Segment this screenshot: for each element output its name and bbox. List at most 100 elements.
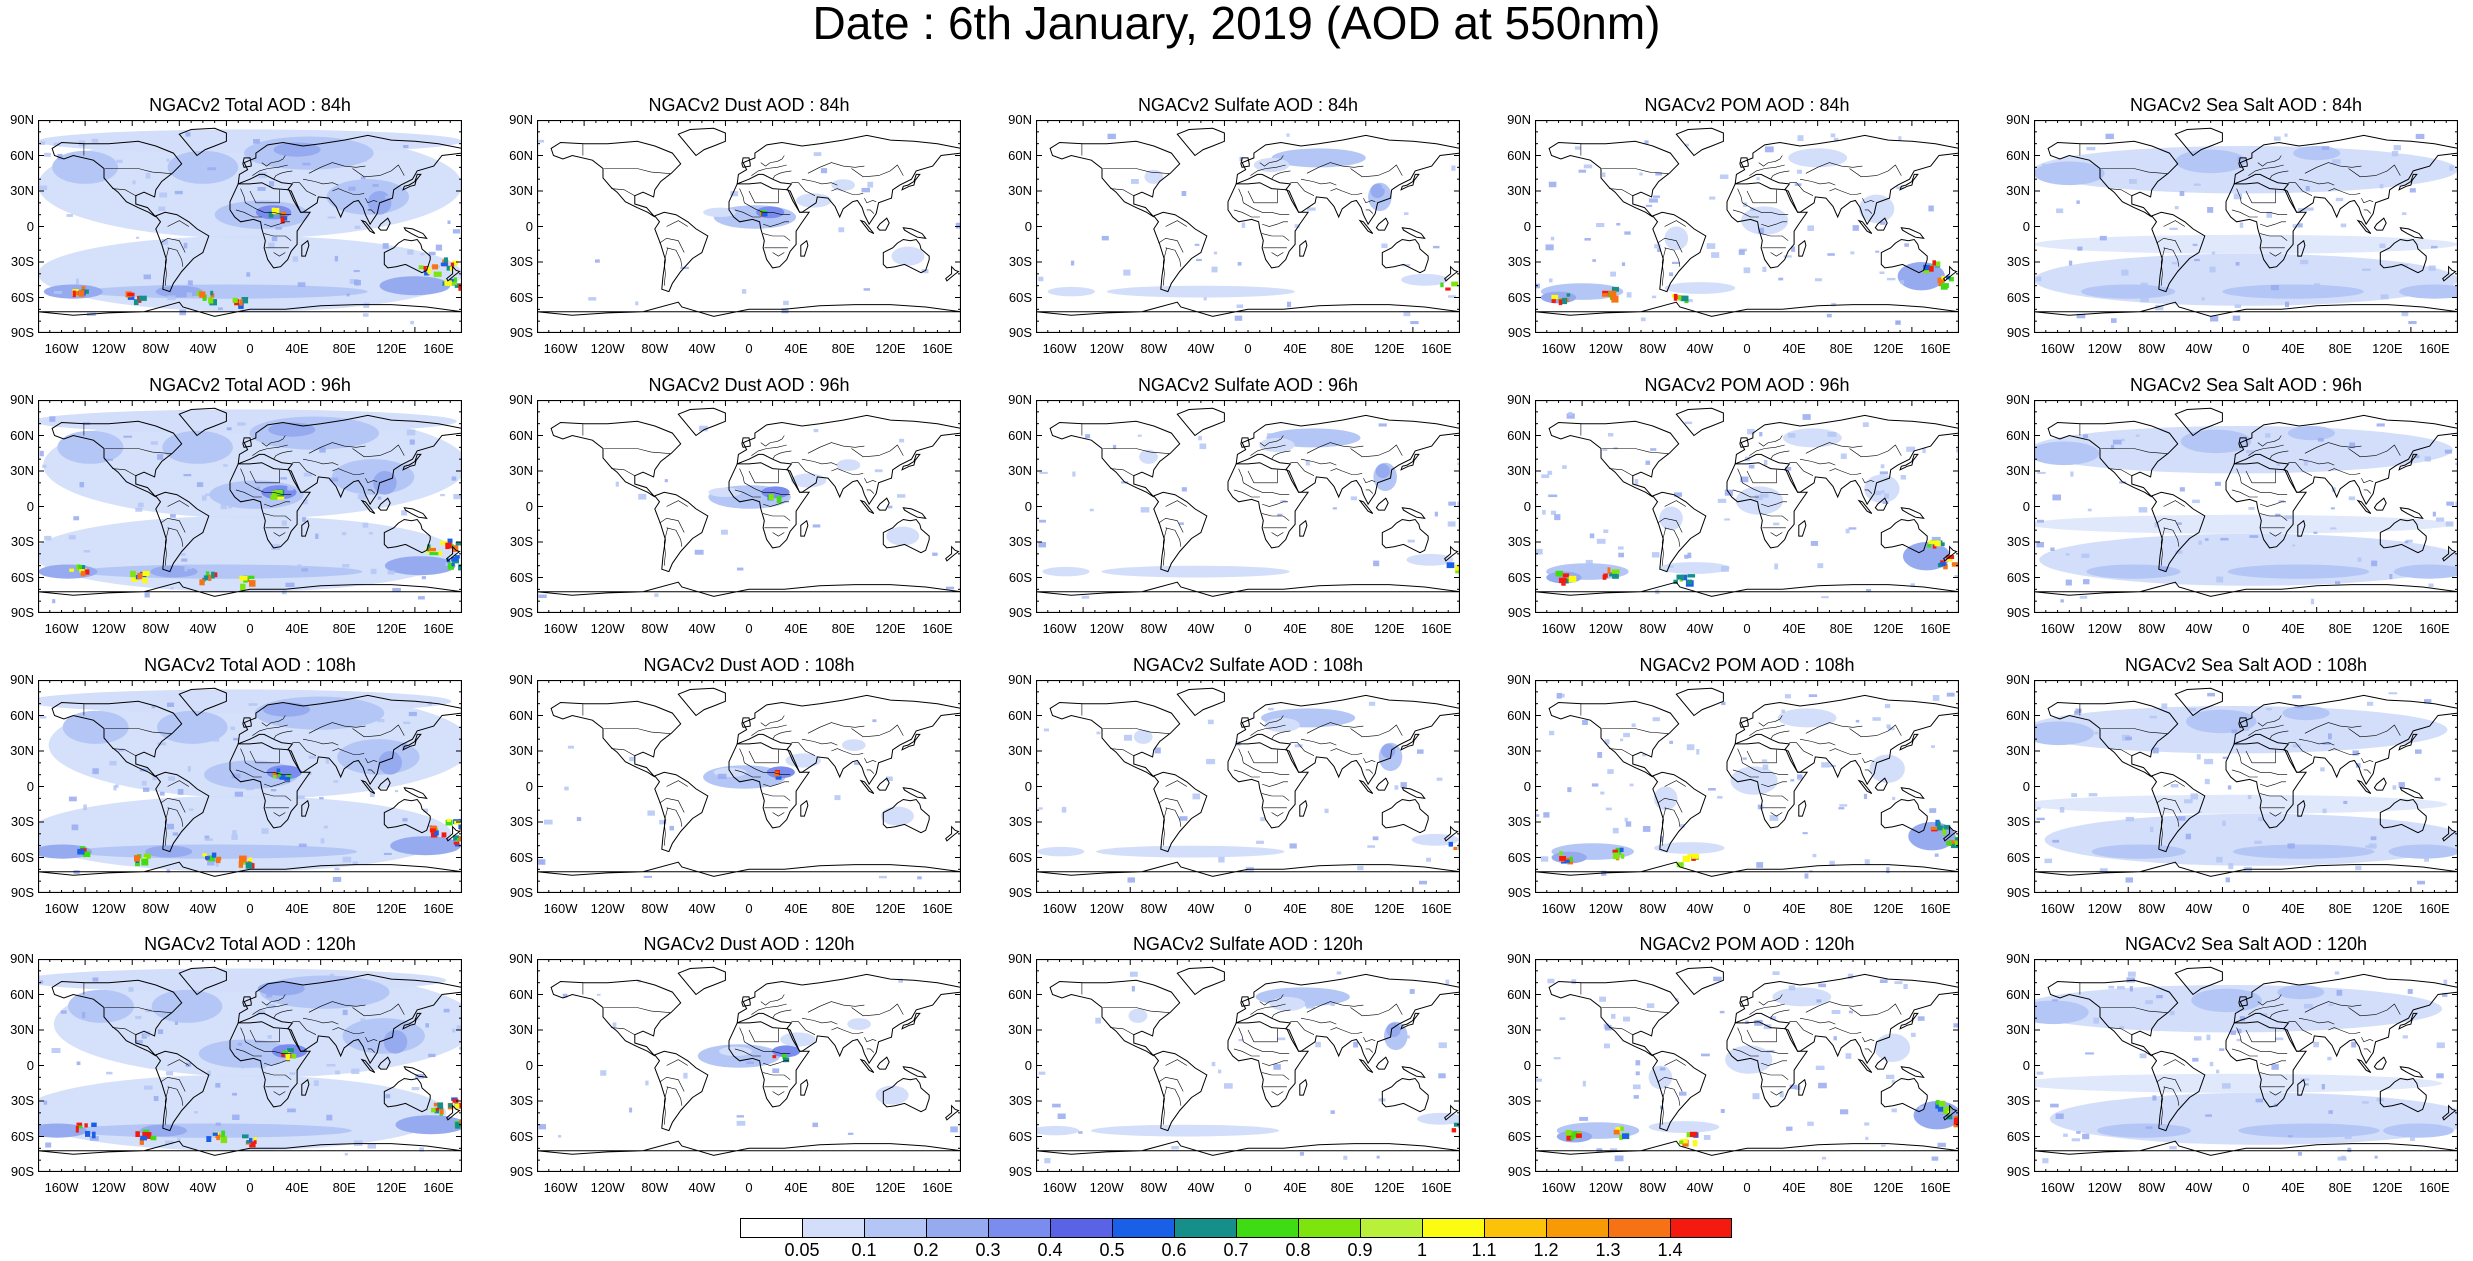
lat-tick-label: 90N <box>1507 672 1531 687</box>
lon-tick-label: 160E <box>922 1180 953 1195</box>
colorbar-swatch <box>1050 1218 1112 1238</box>
colorbar-label: 1.1 <box>1471 1240 1497 1260</box>
map-frame <box>1036 959 1460 1172</box>
lon-tick-label: 0 <box>1743 901 1751 916</box>
lon-tick-label: 80W <box>1639 901 1667 916</box>
lat-tick-label: 90S <box>1008 325 1032 340</box>
lon-tick-label: 40W <box>1187 621 1215 636</box>
lat-tick-label: 60N <box>509 707 533 723</box>
lon-tick-label: 120E <box>1873 341 1904 356</box>
lat-tick-label: 30N <box>10 463 34 478</box>
lat-tick-label: 0 <box>2022 218 2030 234</box>
lon-tick-label: 40W <box>189 1180 217 1195</box>
lon-tick-label: 80E <box>1829 621 1853 636</box>
lon-tick-label: 160E <box>922 901 953 916</box>
lat-tick-label: 60S <box>509 289 533 305</box>
lat-tick-label: 60N <box>10 707 34 723</box>
lat-tick-label: 60N <box>509 427 533 443</box>
lon-tick-label: 160E <box>423 901 454 916</box>
colorbar-label: 1 <box>1416 1240 1427 1260</box>
lon-tick-label: 80E <box>1829 1180 1853 1195</box>
lon-tick-label: 160W <box>44 341 79 356</box>
lat-tick-label: 30N <box>1507 743 1531 758</box>
colorbar-label: 0.4 <box>1037 1240 1063 1260</box>
panel-title: NGACv2 Sea Salt AOD : 108h <box>2124 655 2368 675</box>
colorbar-swatch <box>1546 1218 1608 1238</box>
lon-tick-label: 80E <box>1330 1180 1354 1195</box>
lat-tick-label: 60N <box>10 427 34 443</box>
country-borders <box>83 703 405 846</box>
lat-tick-label: 30S <box>509 534 533 549</box>
lon-tick-label: 160E <box>423 1180 454 1195</box>
lat-tick-label: 90N <box>10 672 34 687</box>
lon-tick-label: 160W <box>1541 901 1576 916</box>
lon-tick-label: 40E <box>285 901 309 916</box>
colorbar-swatch <box>1298 1218 1360 1238</box>
lon-tick-label: 160W <box>1042 901 1077 916</box>
coastlines <box>1036 966 1460 1156</box>
lat-tick-label: 60S <box>1507 289 1531 305</box>
lat-tick-label: 90S <box>2006 885 2030 900</box>
lon-tick-label: 160W <box>1541 341 1576 356</box>
lat-tick-label: 60S <box>10 569 34 585</box>
lat-tick-label: 90S <box>1507 885 1531 900</box>
lon-tick-label: 120E <box>1374 1180 1405 1195</box>
lat-tick-label: 0 <box>525 1057 533 1073</box>
country-borders <box>582 423 904 566</box>
lat-tick-label: 60S <box>1008 1128 1032 1144</box>
lon-tick-label: 120W <box>1089 341 1124 356</box>
country-borders <box>582 703 904 846</box>
lon-tick-label: 40W <box>1686 1180 1714 1195</box>
lon-tick-label: 0 <box>246 901 254 916</box>
country-borders <box>83 143 405 286</box>
lat-tick-label: 90S <box>1507 605 1531 620</box>
lon-tick-label: 80E <box>2328 621 2352 636</box>
lat-tick-label: 30S <box>1008 254 1032 269</box>
lon-tick-label: 80W <box>2138 901 2166 916</box>
map-background <box>1036 400 1460 613</box>
lon-tick-label: 40E <box>2281 341 2305 356</box>
lat-tick-label: 0 <box>26 1057 34 1073</box>
lon-tick-label: 80W <box>142 341 170 356</box>
colorbar-swatch <box>740 1218 802 1238</box>
lat-tick-label: 30N <box>1507 183 1531 198</box>
colorbar-swatch <box>988 1218 1050 1238</box>
lat-tick-label: 90N <box>2006 951 2030 966</box>
lat-tick-label: 30N <box>1507 1022 1531 1037</box>
panel-title: NGACv2 POM AOD : 96h <box>1644 375 1850 395</box>
lon-tick-label: 0 <box>1743 1180 1751 1195</box>
lat-tick-label: 60S <box>1507 849 1531 865</box>
country-borders <box>582 982 904 1125</box>
lon-tick-label: 0 <box>745 901 753 916</box>
country-borders <box>1580 423 1902 566</box>
colorbar-label: 0.5 <box>1099 1240 1125 1260</box>
lat-tick-label: 90S <box>2006 1164 2030 1179</box>
aod-field <box>2034 133 2458 325</box>
world-map <box>2034 959 2458 1172</box>
lat-tick-label: 60S <box>10 849 34 865</box>
lon-tick-label: 120E <box>875 901 906 916</box>
lat-tick-label: 90S <box>10 1164 34 1179</box>
lon-tick-label: 0 <box>1244 341 1252 356</box>
lon-tick-label: 80W <box>142 1180 170 1195</box>
lat-tick-label: 90S <box>1507 1164 1531 1179</box>
lon-tick-label: 120E <box>1374 341 1405 356</box>
lat-tick-label: 30N <box>509 463 533 478</box>
lon-tick-label: 160E <box>423 341 454 356</box>
lat-tick-label: 60N <box>1008 147 1032 163</box>
lat-tick-label: 30N <box>509 743 533 758</box>
lat-tick-label: 90S <box>509 325 533 340</box>
colorbar-label: 0.1 <box>851 1240 877 1260</box>
lon-tick-label: 160W <box>44 901 79 916</box>
map-frame <box>1036 400 1460 613</box>
lon-tick-label: 80W <box>2138 621 2166 636</box>
map-background <box>1036 959 1460 1172</box>
lat-tick-label: 30S <box>1008 814 1032 829</box>
country-borders <box>83 423 405 566</box>
lon-tick-label: 80E <box>2328 341 2352 356</box>
lon-tick-label: 0 <box>1743 341 1751 356</box>
lon-tick-label: 40W <box>189 901 217 916</box>
lat-tick-label: 90N <box>1507 392 1531 407</box>
lat-tick-label: 60N <box>2006 707 2030 723</box>
lat-tick-label: 60S <box>509 849 533 865</box>
